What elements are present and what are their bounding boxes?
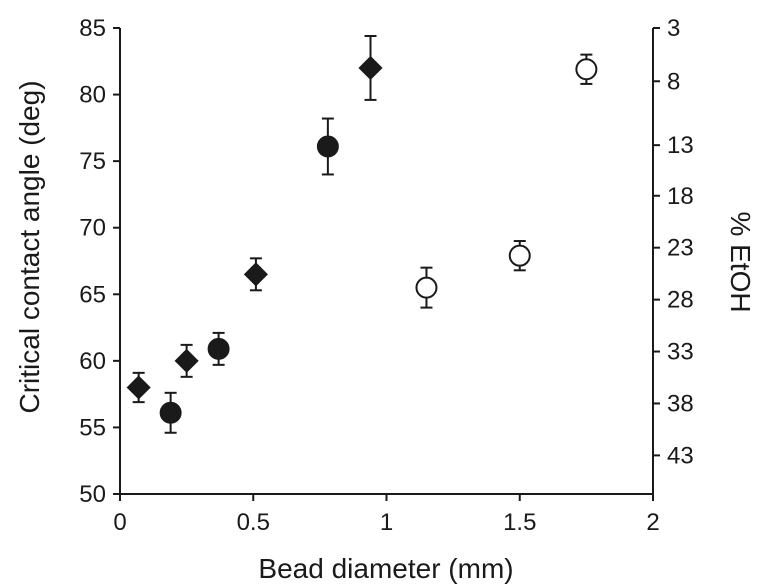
y2-tick-label: 23 [667, 235, 694, 262]
y2-axis-title: % EtOH [725, 211, 756, 312]
diamond-marker [358, 55, 383, 81]
y2-tick-label: 18 [667, 183, 694, 210]
filled-circle-marker [207, 337, 230, 360]
x-tick-label: 2 [646, 509, 659, 536]
y-tick-label: 50 [79, 481, 106, 508]
y-tick-label: 55 [79, 414, 106, 441]
y-tick-label: 75 [79, 148, 106, 175]
x-tick-label: 1 [380, 509, 393, 536]
y-tick-label: 80 [79, 82, 106, 109]
y-tick-label: 65 [79, 281, 106, 308]
diamond-marker [174, 348, 199, 373]
y2-tick-label: 43 [667, 442, 694, 469]
filled-circle-marker [159, 401, 182, 424]
y-axis-ticks: 50 55 60 65 70 75 80 85 [79, 15, 120, 508]
y-tick-label: 85 [79, 15, 106, 42]
open-circle-marker [508, 244, 531, 267]
data-points [126, 34, 598, 434]
y2-tick-label: 38 [667, 390, 694, 417]
y2-tick-label: 13 [667, 132, 694, 159]
y2-tick-label: 28 [667, 287, 694, 314]
y2-tick-label: 33 [667, 339, 694, 366]
x-tick-label: 1.5 [503, 509, 536, 536]
diamond-marker [243, 262, 268, 287]
x-tick-label: 0.5 [237, 509, 270, 536]
y-axis-title: Critical contact angle (deg) [14, 80, 45, 413]
axes [119, 28, 654, 495]
y2-tick-label: 8 [667, 68, 680, 95]
diamond-marker [126, 375, 151, 400]
open-circle-marker [575, 58, 598, 81]
y2-tick-label: 3 [667, 15, 680, 42]
y-tick-label: 70 [79, 215, 106, 242]
filled-circle-marker [316, 135, 339, 158]
x-axis-title: Bead diameter (mm) [258, 553, 513, 584]
x-tick-label: 0 [113, 509, 126, 536]
y-tick-label: 60 [79, 348, 106, 375]
x-axis-ticks: 0 0.5 1 1.5 2 [113, 494, 660, 536]
open-circle-marker [415, 276, 438, 299]
